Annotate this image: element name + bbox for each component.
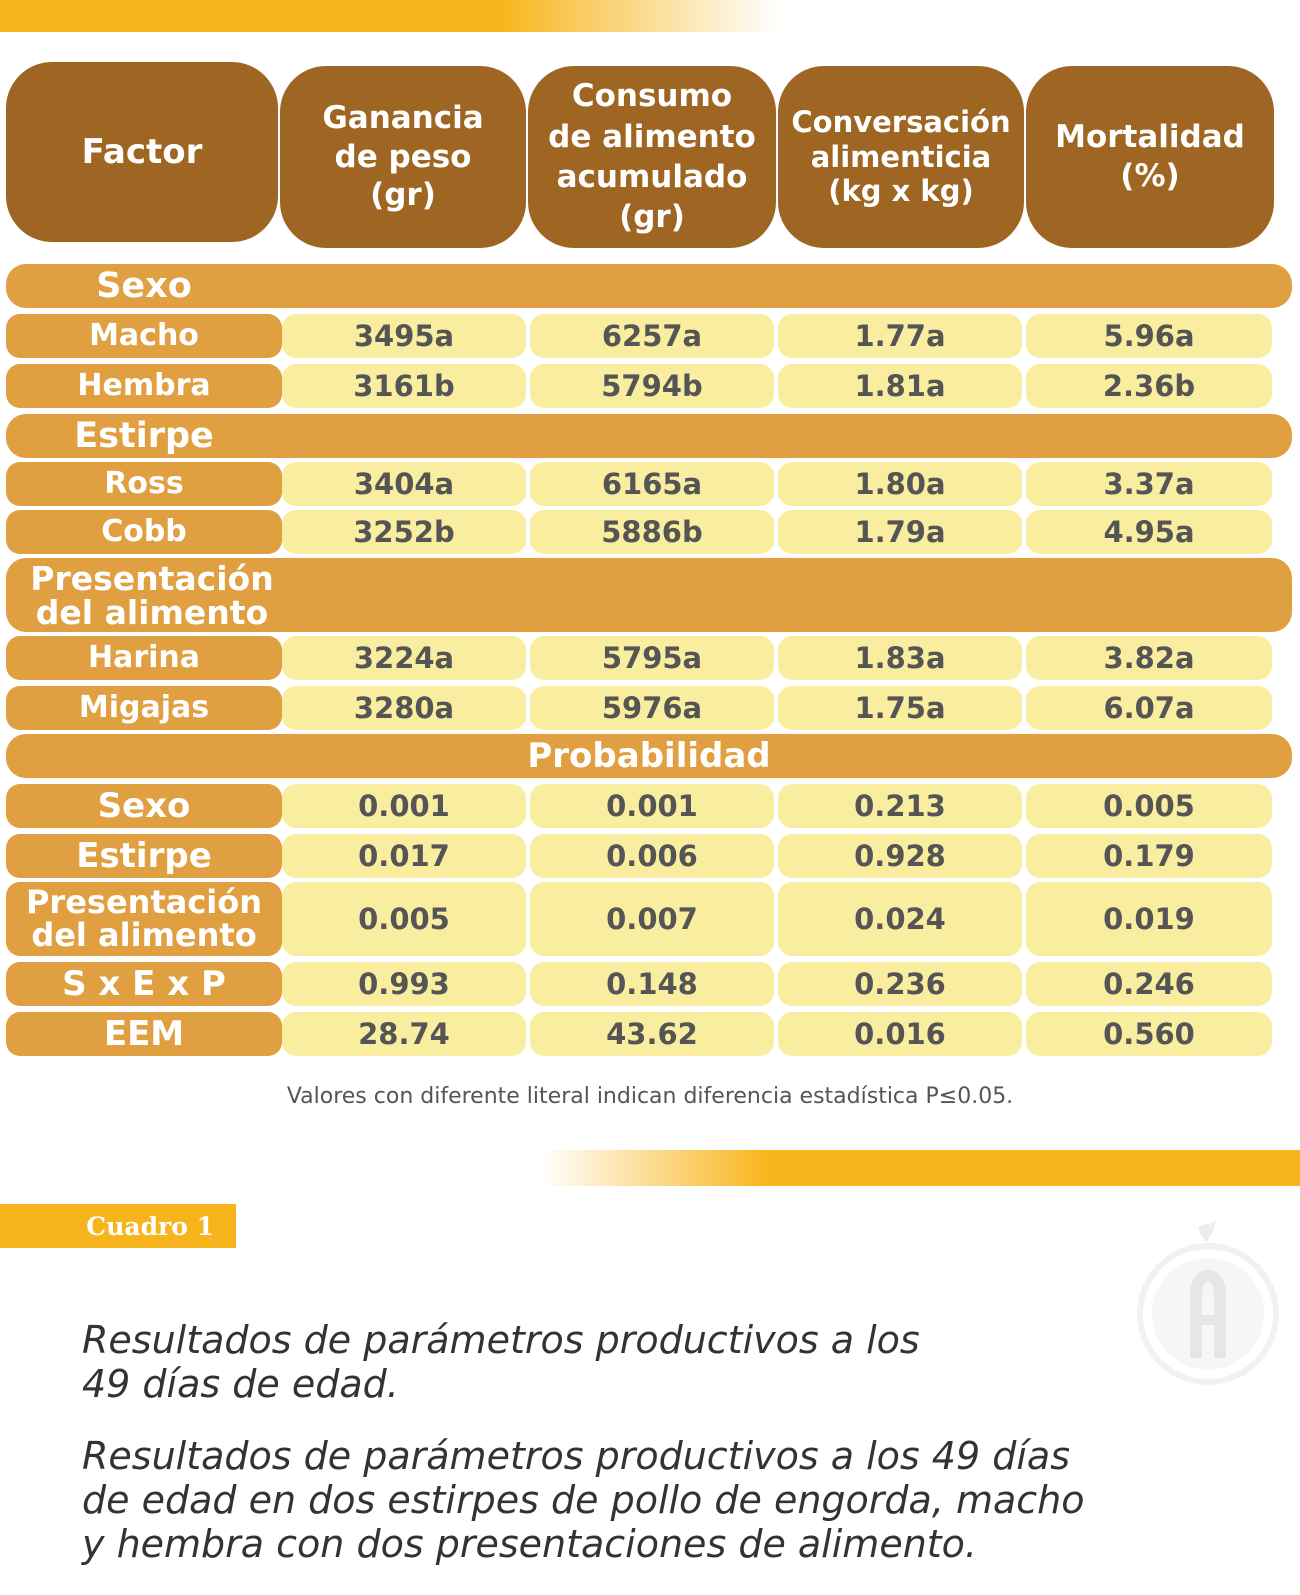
row-label-macho: Macho	[6, 314, 282, 358]
cell-p-sxexp-ganancia: 0.993	[282, 962, 526, 1006]
cell-harina-ganancia: 3224a	[282, 636, 526, 680]
header-consumo-de-alimento: Consumo de alimento acumulado (gr)	[528, 66, 776, 248]
cell-ross-mortalidad: 3.37a	[1026, 462, 1272, 506]
cell-migajas-ganancia: 3280a	[282, 686, 526, 730]
row-label-ross: Ross	[6, 462, 282, 506]
cell-p-presentacion-conversion: 0.024	[778, 882, 1022, 956]
cell-macho-conversion: 1.77a	[778, 314, 1022, 358]
section-band-estirpe: Estirpe	[6, 414, 1292, 458]
cell-p-eem-ganancia: 28.74	[282, 1012, 526, 1056]
cell-p-presentacion-consumo: 0.007	[530, 882, 774, 956]
cell-cobb-conversion: 1.79a	[778, 510, 1022, 554]
cell-migajas-conversion: 1.75a	[778, 686, 1022, 730]
watermark-logo-icon	[1137, 1220, 1279, 1385]
cell-ross-conversion: 1.80a	[778, 462, 1022, 506]
row-label-p-eem: EEM	[6, 1012, 282, 1056]
header-factor: Factor	[6, 62, 278, 242]
cell-p-sxexp-consumo: 0.148	[530, 962, 774, 1006]
cell-p-sexo-consumo: 0.001	[530, 784, 774, 828]
row-label-p-presentacion: Presentación del alimento	[6, 882, 282, 956]
cell-p-sexo-conversion: 0.213	[778, 784, 1022, 828]
section-band-probabilidad: Probabilidad	[6, 734, 1292, 778]
row-label-migajas: Migajas	[6, 686, 282, 730]
row-label-p-estirpe: Estirpe	[6, 834, 282, 878]
row-label-harina: Harina	[6, 636, 282, 680]
section-title-estirpe: Estirpe	[74, 416, 214, 456]
cell-p-sxexp-mortalidad: 0.246	[1026, 962, 1272, 1006]
cell-cobb-ganancia: 3252b	[282, 510, 526, 554]
cell-macho-mortalidad: 5.96a	[1026, 314, 1272, 358]
cell-p-sexo-ganancia: 0.001	[282, 784, 526, 828]
header-mortalidad: Mortalidad (%)	[1026, 66, 1274, 248]
cell-macho-consumo: 6257a	[530, 314, 774, 358]
figure-description: Resultados de parámetros productivos a l…	[82, 1434, 1085, 1566]
footnote: Valores con diferente literal indican di…	[286, 1084, 1014, 1109]
cell-macho-ganancia: 3495a	[282, 314, 526, 358]
cell-p-estirpe-conversion: 0.928	[778, 834, 1022, 878]
cell-p-sexo-mortalidad: 0.005	[1026, 784, 1272, 828]
cell-hembra-consumo: 5794b	[530, 364, 774, 408]
cell-p-eem-conversion: 0.016	[778, 1012, 1022, 1056]
cell-ross-ganancia: 3404a	[282, 462, 526, 506]
section-title-presentacion: Presentación del alimento	[30, 559, 274, 632]
cell-p-presentacion-ganancia: 0.005	[282, 882, 526, 956]
row-label-hembra: Hembra	[6, 364, 282, 408]
cell-p-estirpe-ganancia: 0.017	[282, 834, 526, 878]
cell-hembra-ganancia: 3161b	[282, 364, 526, 408]
section-title-sexo: Sexo	[96, 266, 192, 306]
header-ganancia-de-peso: Ganancia de peso (gr)	[280, 66, 526, 248]
section-band-presentacion: Presentación del alimento	[6, 558, 1292, 632]
row-label-p-sxexp: S x E x P	[6, 962, 282, 1006]
cell-harina-conversion: 1.83a	[778, 636, 1022, 680]
cell-p-eem-mortalidad: 0.560	[1026, 1012, 1272, 1056]
middle-accent-bar	[540, 1150, 1300, 1186]
cell-cobb-consumo: 5886b	[530, 510, 774, 554]
table-tag: Cuadro 1	[0, 1204, 236, 1248]
cell-p-sxexp-conversion: 0.236	[778, 962, 1022, 1006]
header-conversacion-alimenticia: Conversación alimenticia (kg x kg)	[778, 66, 1024, 248]
cell-p-estirpe-mortalidad: 0.179	[1026, 834, 1272, 878]
row-label-cobb: Cobb	[6, 510, 282, 554]
section-band-sexo: Sexo	[6, 264, 1292, 308]
cell-migajas-mortalidad: 6.07a	[1026, 686, 1272, 730]
cell-hembra-conversion: 1.81a	[778, 364, 1022, 408]
cell-p-eem-consumo: 43.62	[530, 1012, 774, 1056]
cell-ross-consumo: 6165a	[530, 462, 774, 506]
cell-p-estirpe-consumo: 0.006	[530, 834, 774, 878]
row-label-p-sexo: Sexo	[6, 784, 282, 828]
cell-migajas-consumo: 5976a	[530, 686, 774, 730]
cell-p-presentacion-mortalidad: 0.019	[1026, 882, 1272, 956]
cell-hembra-mortalidad: 2.36b	[1026, 364, 1272, 408]
cell-harina-consumo: 5795a	[530, 636, 774, 680]
top-accent-bar	[0, 0, 780, 32]
cell-harina-mortalidad: 3.82a	[1026, 636, 1272, 680]
figure-title: Resultados de parámetros productivos a l…	[82, 1318, 920, 1406]
section-title-probabilidad: Probabilidad	[527, 736, 771, 776]
cell-cobb-mortalidad: 4.95a	[1026, 510, 1272, 554]
